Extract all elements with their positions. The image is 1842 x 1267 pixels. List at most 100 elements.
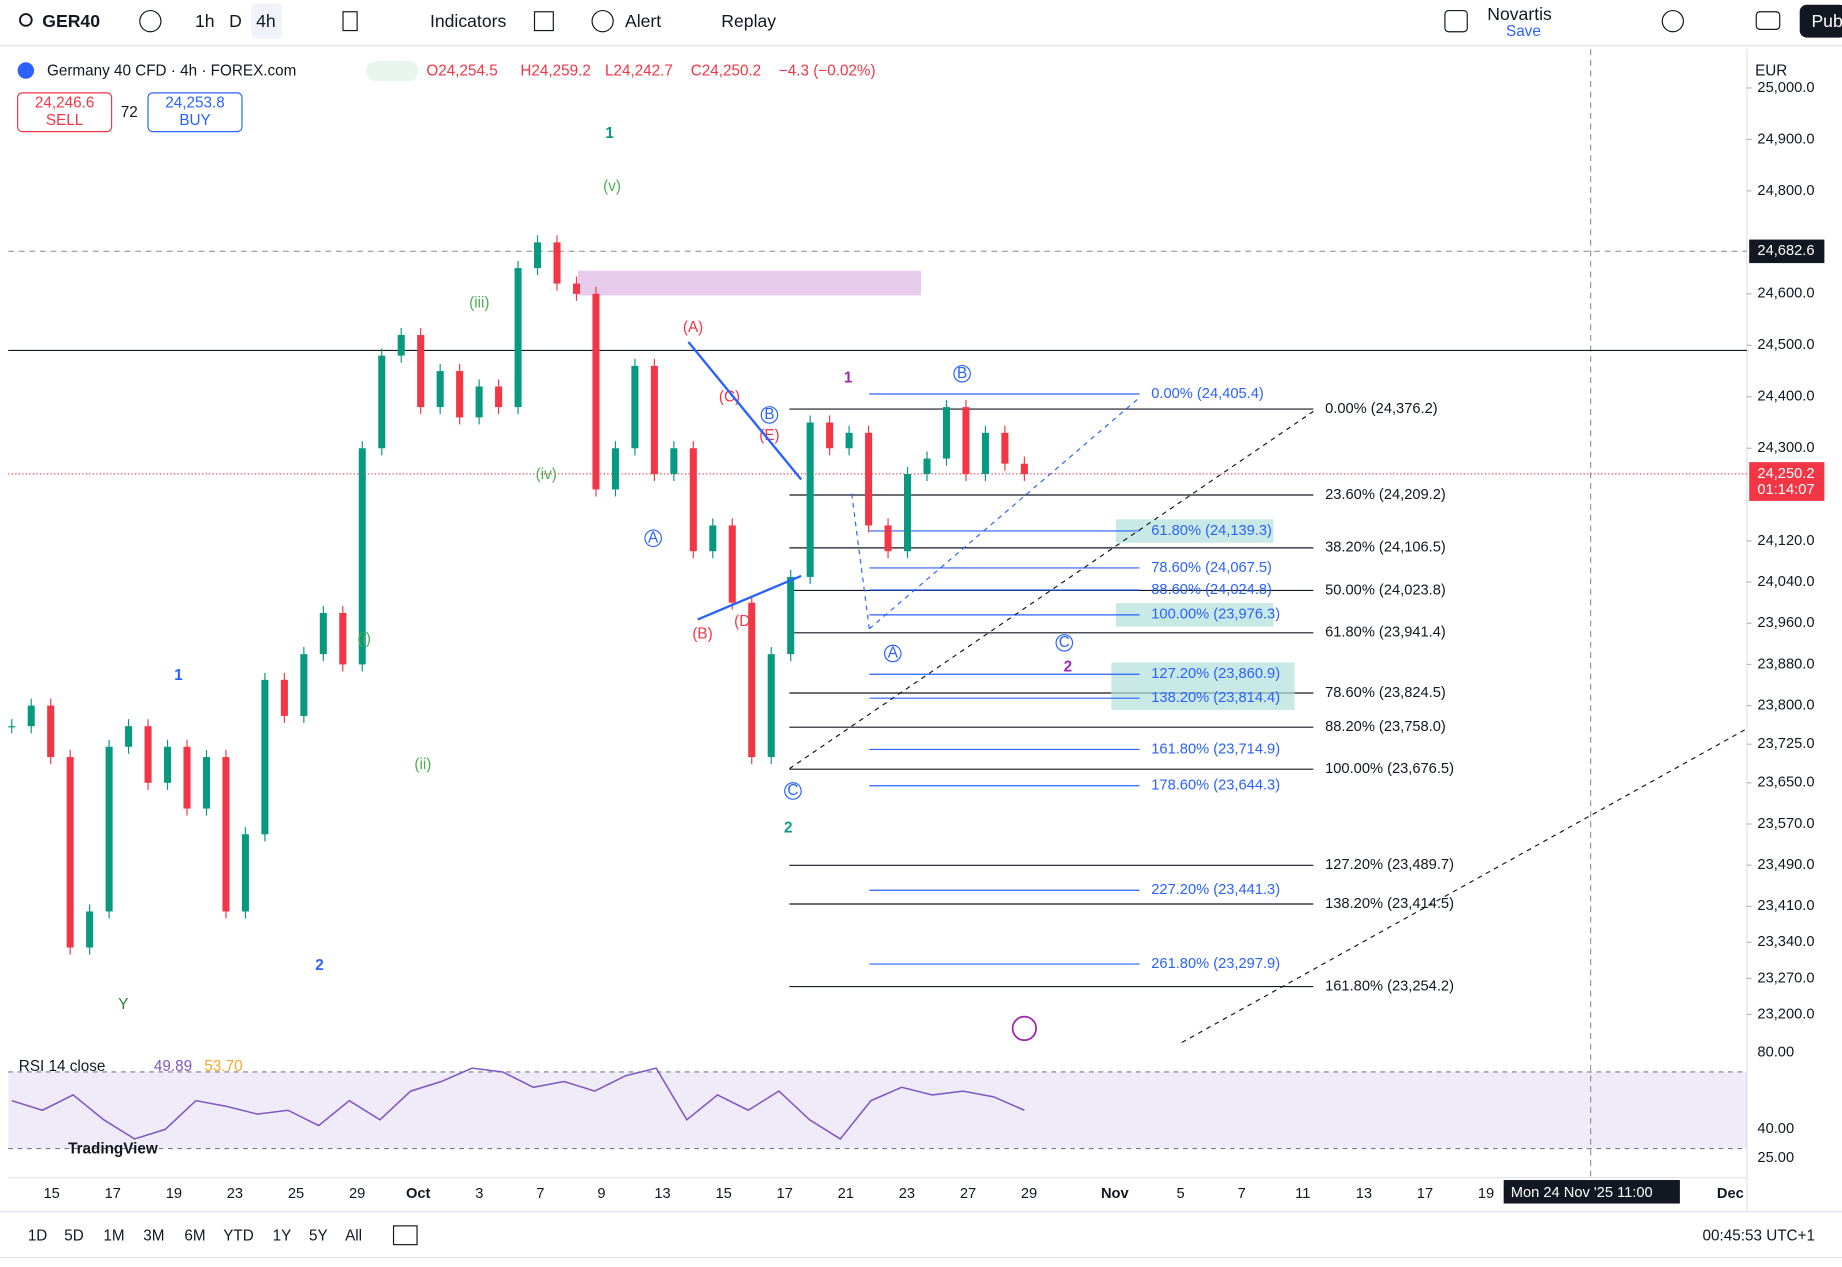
buy-price[interactable]: 24,253.8: [165, 94, 224, 111]
range-btn[interactable]: 1M: [103, 1227, 124, 1244]
fib-label: 23.60% (24,209.2): [1325, 487, 1446, 503]
layout-icon[interactable]: [1444, 9, 1468, 33]
fib-label: 0.00% (24,405.4): [1151, 386, 1264, 402]
search-icon[interactable]: [19, 13, 33, 27]
range-btn[interactable]: YTD: [223, 1227, 254, 1244]
layouts[interactable]: [533, 11, 554, 32]
date-label: 17: [105, 1186, 121, 1202]
candle: [417, 335, 425, 408]
date-label: 25: [288, 1186, 304, 1202]
date-label: 17: [1417, 1186, 1433, 1202]
date-label: 17: [777, 1186, 793, 1202]
wave-label: (C): [719, 388, 740, 405]
range-btn[interactable]: 6M: [184, 1227, 205, 1244]
indicators[interactable]: Indicators: [430, 11, 507, 31]
date-label: 7: [536, 1186, 544, 1202]
symbol-logo: [17, 62, 35, 79]
price-label: 24,800.0: [1757, 183, 1814, 199]
date-label: Oct: [406, 1186, 431, 1202]
fib-label: 127.20% (23,489.7): [1325, 857, 1454, 873]
event-icon[interactable]: [1011, 1015, 1038, 1042]
date-label: 21: [838, 1186, 854, 1202]
candle: [456, 371, 464, 418]
candle: [981, 432, 989, 474]
sell-btn[interactable]: [17, 92, 113, 133]
add-symbol[interactable]: [139, 9, 162, 33]
range-btn[interactable]: All: [345, 1227, 362, 1244]
candle: [183, 746, 191, 809]
fib-label: 61.80% (23,941.4): [1325, 625, 1446, 641]
buy-btn[interactable]: [147, 92, 243, 133]
spread: 72: [121, 104, 138, 121]
candle: [689, 448, 697, 552]
candle: [534, 242, 542, 269]
fib-zone: [1116, 519, 1274, 543]
ohlc-low: L24,242.7: [605, 63, 673, 80]
rsi-label: RSI 14 close: [19, 1058, 106, 1075]
currency[interactable]: EUR: [1755, 63, 1787, 80]
interval[interactable]: D: [229, 11, 242, 31]
range-btn[interactable]: 3M: [143, 1227, 164, 1244]
account[interactable]: Novartis: [1487, 4, 1552, 24]
candle: [27, 705, 35, 727]
status: [366, 61, 419, 82]
replay[interactable]: Replay: [721, 11, 776, 31]
range-btn[interactable]: 1Y: [273, 1227, 292, 1244]
candle: [826, 422, 834, 449]
candle: [261, 679, 269, 835]
alert-icon[interactable]: [591, 9, 614, 33]
candle: [86, 911, 94, 948]
wave-circle: [953, 364, 971, 383]
candle: [806, 422, 814, 577]
candle: [1001, 432, 1009, 464]
rsi-tick: 80.00: [1757, 1045, 1794, 1061]
date-label: 29: [349, 1186, 365, 1202]
buy[interactable]: BUY: [179, 112, 210, 129]
snapshot[interactable]: [1755, 11, 1781, 30]
wave-label: (E): [759, 427, 779, 444]
candle: [105, 746, 113, 912]
candle: [164, 746, 172, 783]
triangle-line: [687, 341, 803, 481]
price-label: 23,960.0: [1757, 615, 1814, 631]
fib-label: 178.60% (23,644.3): [1151, 778, 1280, 794]
price-label: 23,410.0: [1757, 898, 1814, 914]
ohlc-change: −4.3 (−0.02%): [779, 63, 876, 80]
candle: [202, 757, 211, 809]
candle: [66, 757, 74, 948]
chart-type[interactable]: [342, 11, 358, 32]
date-label: 7: [1238, 1186, 1246, 1202]
alert[interactable]: Alert: [625, 11, 661, 31]
date-range-icon[interactable]: [392, 1225, 418, 1246]
wave-circle: [883, 644, 902, 663]
interval[interactable]: 4h: [256, 11, 276, 31]
range-btn[interactable]: 1D: [28, 1227, 48, 1244]
range-btn[interactable]: 5Y: [309, 1227, 328, 1244]
candle: [748, 602, 756, 758]
price-label: 24,600.0: [1757, 286, 1814, 302]
candle: [787, 576, 795, 655]
interval[interactable]: 1h: [195, 11, 215, 31]
sell-price[interactable]: 24,246.6: [35, 94, 94, 111]
fib-label: 88.20% (23,758.0): [1325, 719, 1446, 735]
price-label: 24,300.0: [1757, 440, 1814, 456]
range-btn[interactable]: 5D: [64, 1227, 84, 1244]
sell[interactable]: SELL: [46, 112, 83, 129]
fib-label: 161.80% (23,714.9): [1151, 741, 1280, 757]
wave-label: (D): [734, 613, 755, 630]
price-label: 24,500.0: [1757, 337, 1814, 353]
wave-label: 1: [844, 369, 853, 386]
settings[interactable]: [1661, 9, 1684, 33]
date-label: 5: [1177, 1186, 1185, 1202]
wave-label: B: [957, 365, 967, 382]
fib-label: 100.00% (23,676.5): [1325, 761, 1454, 777]
publish[interactable]: Pub: [1811, 11, 1842, 31]
symbol[interactable]: GER40: [42, 11, 100, 31]
candle: [436, 371, 444, 408]
save[interactable]: Save: [1506, 23, 1541, 40]
publish-btn[interactable]: [1799, 4, 1842, 38]
last-price-box: [1749, 462, 1825, 501]
wave-label: 2: [784, 820, 792, 837]
